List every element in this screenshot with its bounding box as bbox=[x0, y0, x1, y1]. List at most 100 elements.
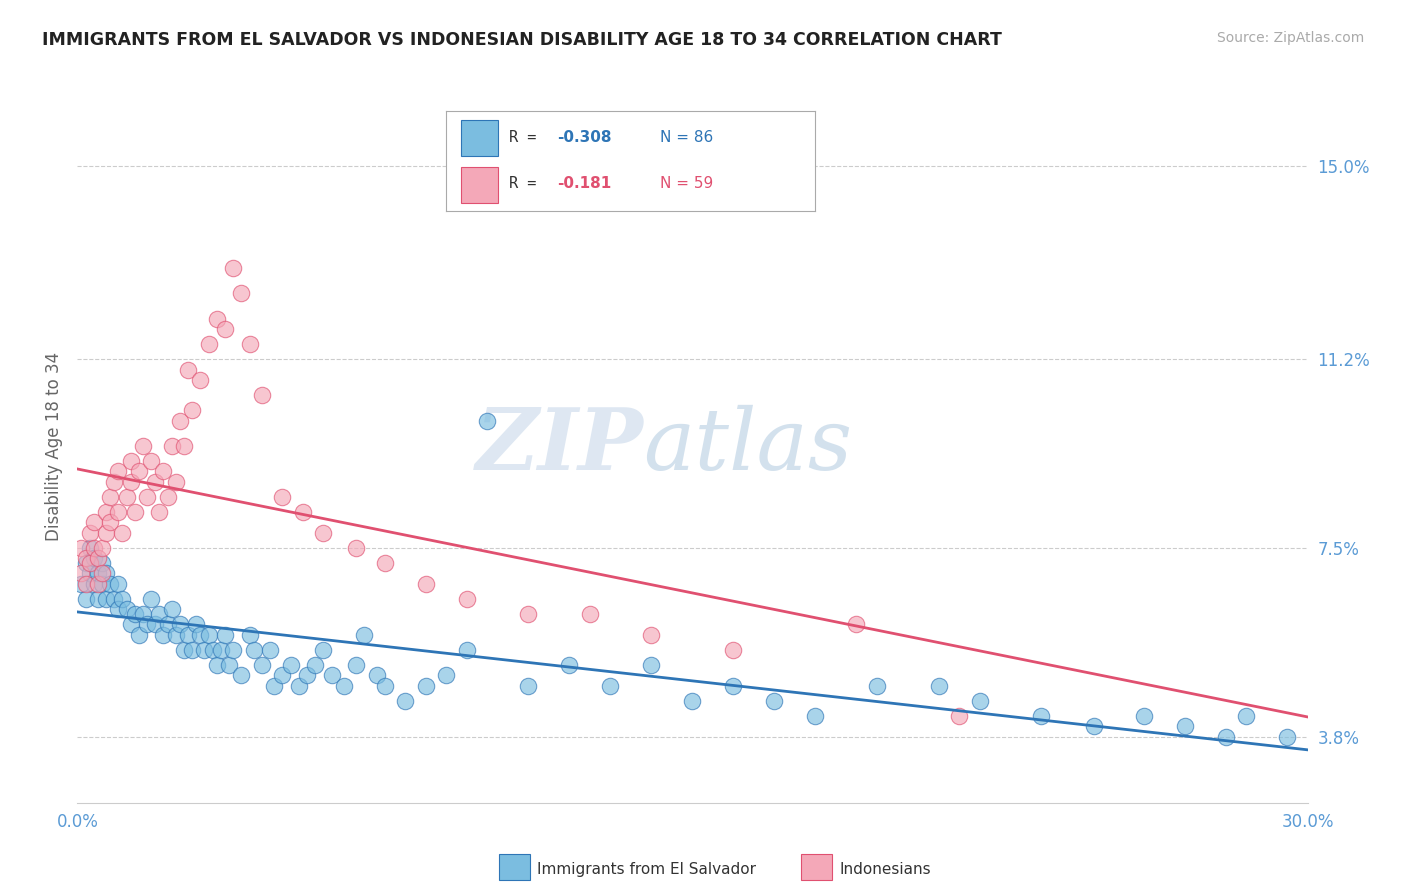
Point bbox=[75, 556, 97, 570]
Point bbox=[866, 679, 889, 693]
Point bbox=[321, 668, 343, 682]
Point bbox=[98, 516, 121, 530]
Point bbox=[79, 566, 101, 581]
Point bbox=[136, 617, 159, 632]
Point bbox=[214, 627, 236, 641]
Point bbox=[186, 617, 208, 632]
Point bbox=[295, 668, 318, 682]
Point bbox=[124, 505, 146, 519]
Point bbox=[156, 617, 179, 632]
Point bbox=[250, 658, 273, 673]
Point bbox=[291, 505, 314, 519]
Point bbox=[94, 505, 117, 519]
Point bbox=[90, 556, 114, 570]
Point bbox=[136, 490, 159, 504]
Point bbox=[222, 643, 245, 657]
Point bbox=[70, 576, 93, 591]
Text: N = 59: N = 59 bbox=[661, 176, 714, 191]
Point bbox=[87, 576, 110, 591]
Point bbox=[148, 607, 170, 622]
Point bbox=[103, 591, 125, 606]
Point bbox=[344, 658, 367, 673]
Point bbox=[107, 505, 129, 519]
Point bbox=[87, 566, 110, 581]
Point bbox=[120, 617, 142, 632]
Point bbox=[209, 643, 232, 657]
Point bbox=[205, 658, 228, 673]
Point bbox=[141, 591, 163, 606]
Point bbox=[75, 576, 97, 591]
Point bbox=[148, 505, 170, 519]
Point bbox=[804, 709, 827, 723]
Point bbox=[312, 643, 335, 657]
Point bbox=[374, 679, 396, 693]
Point bbox=[165, 475, 187, 489]
Point bbox=[79, 556, 101, 570]
Point bbox=[197, 627, 219, 641]
Point bbox=[94, 591, 117, 606]
Point bbox=[205, 311, 228, 326]
Text: IMMIGRANTS FROM EL SALVADOR VS INDONESIAN DISABILITY AGE 18 TO 34 CORRELATION CH: IMMIGRANTS FROM EL SALVADOR VS INDONESIA… bbox=[42, 31, 1002, 49]
Point bbox=[723, 643, 745, 657]
Point bbox=[124, 607, 146, 622]
Point bbox=[132, 607, 155, 622]
Point bbox=[374, 556, 396, 570]
Bar bbox=[461, 120, 498, 155]
Point bbox=[181, 403, 204, 417]
Point bbox=[477, 413, 499, 427]
Point bbox=[103, 475, 125, 489]
Text: R =: R = bbox=[509, 130, 546, 145]
Point bbox=[188, 627, 212, 641]
Text: N = 86: N = 86 bbox=[661, 130, 714, 145]
Text: Indonesians: Indonesians bbox=[839, 863, 931, 877]
Point bbox=[353, 627, 375, 641]
Point bbox=[83, 516, 105, 530]
Point bbox=[87, 551, 110, 566]
Point bbox=[111, 591, 134, 606]
Point bbox=[143, 617, 166, 632]
Point bbox=[218, 658, 240, 673]
Point bbox=[344, 541, 367, 555]
Point bbox=[1029, 709, 1052, 723]
Point bbox=[83, 551, 105, 566]
Point bbox=[231, 286, 253, 301]
Text: -0.181: -0.181 bbox=[557, 176, 612, 191]
Point bbox=[415, 576, 437, 591]
Point bbox=[111, 525, 134, 540]
Text: Source: ZipAtlas.com: Source: ZipAtlas.com bbox=[1216, 31, 1364, 45]
Point bbox=[98, 576, 121, 591]
Point bbox=[280, 658, 302, 673]
Point bbox=[75, 551, 97, 566]
Point bbox=[239, 627, 262, 641]
Point bbox=[456, 643, 478, 657]
Point bbox=[90, 576, 114, 591]
Point bbox=[682, 694, 704, 708]
Point bbox=[75, 591, 97, 606]
Point bbox=[312, 525, 335, 540]
Point bbox=[115, 602, 138, 616]
Point bbox=[83, 541, 105, 555]
Text: ZIP: ZIP bbox=[475, 404, 644, 488]
Y-axis label: Disability Age 18 to 34: Disability Age 18 to 34 bbox=[45, 351, 63, 541]
Point bbox=[1275, 730, 1298, 744]
Point bbox=[141, 454, 163, 468]
Point bbox=[115, 490, 138, 504]
Point bbox=[107, 602, 129, 616]
Text: atlas: atlas bbox=[644, 405, 852, 487]
Point bbox=[169, 413, 191, 427]
Point bbox=[94, 566, 117, 581]
Point bbox=[214, 322, 236, 336]
Point bbox=[333, 679, 356, 693]
Point bbox=[640, 658, 662, 673]
Point bbox=[250, 388, 273, 402]
Point bbox=[90, 566, 114, 581]
Point bbox=[143, 475, 166, 489]
Text: -0.308: -0.308 bbox=[557, 130, 612, 145]
Point bbox=[70, 566, 93, 581]
Point bbox=[456, 591, 478, 606]
Point bbox=[599, 679, 621, 693]
Point bbox=[928, 679, 950, 693]
Point bbox=[304, 658, 326, 673]
Point bbox=[107, 465, 129, 479]
Point bbox=[1174, 719, 1197, 733]
